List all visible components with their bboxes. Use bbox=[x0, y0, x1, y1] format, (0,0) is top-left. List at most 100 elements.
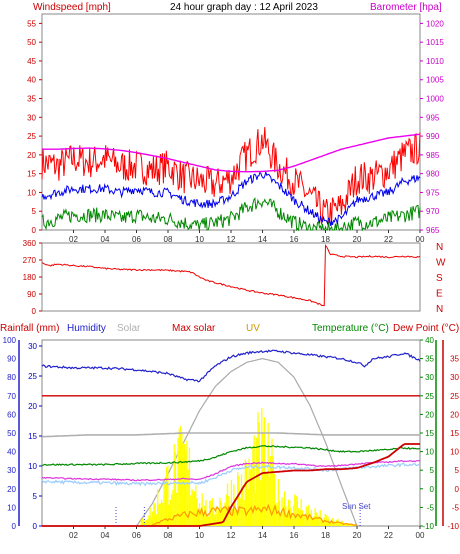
temp-tick-label-3: 5 bbox=[430, 466, 435, 475]
temp-tick-label-10: 40 bbox=[425, 336, 434, 345]
atmos-x-tick-label-7: 16 bbox=[290, 531, 299, 540]
dew-tick-label-3: 5 bbox=[455, 466, 460, 475]
legend-solar: Solar bbox=[117, 323, 141, 334]
dew-tick-label-5: 15 bbox=[450, 429, 459, 438]
wind-tick-label-9: 45 bbox=[27, 57, 36, 66]
baro-tick-label-4: 985 bbox=[426, 151, 440, 160]
atmos-x-tick-label-11: 00 bbox=[416, 531, 425, 540]
legend-humidity: Humidity bbox=[67, 323, 106, 334]
wind-avg-series bbox=[41, 170, 421, 226]
legend-uv: UV bbox=[246, 323, 260, 334]
chart-title: 24 hour graph day : 12 April 2023 bbox=[170, 2, 318, 13]
temp-tick-label-9: 35 bbox=[425, 355, 434, 364]
wind-x-tick-label-4: 10 bbox=[195, 235, 204, 244]
wind-x-tick-label-10: 22 bbox=[384, 235, 393, 244]
wind-direction-series bbox=[41, 244, 421, 307]
compass-label-4: N bbox=[436, 304, 443, 315]
legend-max-solar: Max solar bbox=[172, 323, 216, 334]
dew-point-series bbox=[41, 459, 421, 482]
humidity-tick-label-9: 90 bbox=[7, 355, 16, 364]
dew-tick-label-0: -10 bbox=[447, 522, 459, 531]
wind-x-tick-label-8: 18 bbox=[321, 235, 330, 244]
baro-tick-label-3: 980 bbox=[426, 170, 440, 179]
dew-tick-label-8: 30 bbox=[450, 373, 459, 382]
compass-label-3: E bbox=[436, 289, 443, 300]
legend-rainfall: Rainfall (mm) bbox=[0, 323, 59, 334]
atmos-x-tick-label-10: 22 bbox=[384, 531, 393, 540]
wind-axis-label: Windspeed [mph] bbox=[33, 2, 111, 13]
dir-tick-label-4: 0 bbox=[32, 307, 37, 316]
sunset-annotation: Sun Set bbox=[342, 502, 371, 511]
wind-tick-label-8: 40 bbox=[27, 76, 36, 85]
baro-tick-label-1: 970 bbox=[426, 207, 440, 216]
temp-tick-label-0: -10 bbox=[422, 522, 434, 531]
temp-tick-label-1: -5 bbox=[427, 503, 435, 512]
humidity-series bbox=[41, 349, 421, 383]
direction-plot-frame bbox=[41, 242, 421, 312]
baro-tick-label-0: 965 bbox=[426, 226, 440, 235]
humidity-tick-label-7: 70 bbox=[7, 392, 16, 401]
atmos-x-tick-label-5: 12 bbox=[227, 531, 236, 540]
atmos-x-tick-label-2: 06 bbox=[132, 531, 141, 540]
wind-min-series bbox=[41, 197, 421, 232]
wind-tick-label-1: 5 bbox=[32, 207, 37, 216]
atmos-x-tick-label-6: 14 bbox=[258, 531, 267, 540]
temperature-series bbox=[41, 445, 420, 467]
uv-series bbox=[152, 503, 358, 526]
wind-gust-series bbox=[41, 126, 421, 226]
dir-tick-label-3: 90 bbox=[27, 290, 36, 299]
compass-label-1: W bbox=[436, 258, 446, 269]
temp-tick-label-6: 20 bbox=[425, 410, 434, 419]
legend-dew-point: Dew Point (°C) bbox=[393, 323, 459, 334]
dir-tick-label-1: 270 bbox=[23, 256, 37, 265]
dew-tick-label-2: 0 bbox=[455, 485, 460, 494]
humidity-tick-label-4: 40 bbox=[7, 448, 16, 457]
wind-tick-label-0: 0 bbox=[32, 226, 37, 235]
temp-tick-label-5: 15 bbox=[425, 429, 434, 438]
rain-tick-label-3: 15 bbox=[28, 432, 37, 441]
atmos-x-tick-label-8: 18 bbox=[321, 531, 330, 540]
rain-tick-label-4: 20 bbox=[28, 402, 37, 411]
wind-x-tick-label-6: 14 bbox=[258, 235, 267, 244]
wind-x-tick-label-11: 00 bbox=[416, 235, 425, 244]
humidity-tick-label-2: 20 bbox=[7, 485, 16, 494]
humidity-tick-label-3: 30 bbox=[7, 466, 16, 475]
baro-tick-label-2: 975 bbox=[426, 188, 440, 197]
temp-tick-label-7: 25 bbox=[425, 392, 434, 401]
baro-tick-label-5: 990 bbox=[426, 132, 440, 141]
rain-tick-label-2: 10 bbox=[28, 462, 37, 471]
baro-tick-label-7: 1000 bbox=[426, 95, 444, 104]
wind-x-tick-label-1: 04 bbox=[101, 235, 110, 244]
legend-temperature: Temperature (°C) bbox=[312, 323, 389, 334]
wind-x-tick-label-3: 08 bbox=[164, 235, 173, 244]
baro-tick-label-6: 995 bbox=[426, 113, 440, 122]
temp-tick-label-4: 10 bbox=[425, 448, 434, 457]
rain-tick-label-1: 5 bbox=[33, 492, 38, 501]
humidity-tick-label-1: 10 bbox=[7, 503, 16, 512]
rain-tick-label-0: 0 bbox=[33, 522, 38, 531]
wind-x-tick-label-0: 02 bbox=[69, 235, 78, 244]
wind-x-tick-label-9: 20 bbox=[353, 235, 362, 244]
humidity-tick-label-0: 0 bbox=[12, 522, 17, 531]
baro-tick-label-11: 1020 bbox=[426, 19, 444, 28]
atmos-x-tick-label-9: 20 bbox=[353, 531, 362, 540]
dew-tick-label-6: 20 bbox=[450, 410, 459, 419]
max-solar-curve bbox=[136, 357, 358, 527]
wind-tick-label-2: 10 bbox=[27, 188, 36, 197]
wind-x-tick-label-5: 12 bbox=[227, 235, 236, 244]
compass-label-2: S bbox=[436, 273, 443, 284]
atmos-x-tick-label-3: 08 bbox=[164, 531, 173, 540]
rain-tick-label-5: 25 bbox=[28, 372, 37, 381]
dew-tick-label-9: 35 bbox=[450, 355, 459, 364]
temp-tick-label-8: 30 bbox=[425, 373, 434, 382]
humidity-tick-label-8: 80 bbox=[7, 373, 16, 382]
atmos-x-tick-label-4: 10 bbox=[195, 531, 204, 540]
humidity-tick-label-10: 100 bbox=[3, 336, 17, 345]
barometer-series bbox=[42, 133, 421, 173]
wind-tick-label-10: 50 bbox=[27, 38, 36, 47]
wind-tick-label-6: 30 bbox=[27, 113, 36, 122]
wind-tick-label-3: 15 bbox=[27, 170, 36, 179]
humidity-tick-label-5: 50 bbox=[7, 429, 16, 438]
dew-tick-label-7: 25 bbox=[450, 392, 459, 401]
